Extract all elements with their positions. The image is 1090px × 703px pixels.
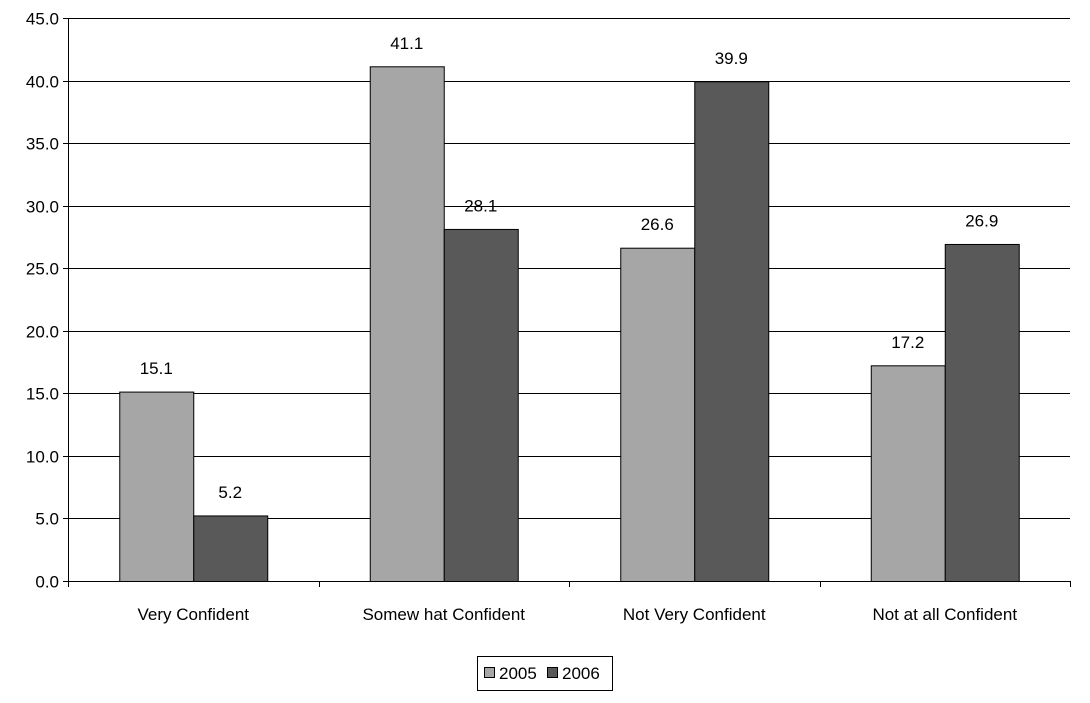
legend-box bbox=[477, 656, 613, 691]
data-label: 26.6 bbox=[641, 215, 674, 234]
y-tick-label: 30.0 bbox=[26, 198, 59, 217]
data-label: 41.1 bbox=[390, 34, 423, 53]
bar-2005-1 bbox=[369, 66, 445, 582]
axes: 0.0 5.0 10.0 15.0 20.0 25.0 30.0 35.0 40.0 45.0 bbox=[26, 10, 1071, 592]
x-category-label: Very Confident bbox=[137, 605, 249, 624]
bar-2006-0 bbox=[193, 515, 269, 582]
y-tick-label: 15.0 bbox=[26, 385, 59, 404]
x-category-label: Not at all Confident bbox=[872, 605, 1017, 624]
legend: 2005 2006 bbox=[477, 656, 613, 691]
y-tick-label: 40.0 bbox=[26, 73, 59, 92]
labels: 15.1 5.2 Very Confident 41.1 28.1 Somew hat C… bbox=[137, 34, 1017, 624]
legend-swatch-2005 bbox=[484, 667, 495, 678]
data-label: 26.9 bbox=[965, 211, 998, 230]
y-tick-label: 25.0 bbox=[26, 260, 59, 279]
data-label: 28.1 bbox=[464, 196, 497, 215]
bar-2005-3 bbox=[870, 365, 946, 583]
bar-2005-0 bbox=[119, 391, 195, 582]
legend-label-2005: 2005 bbox=[499, 664, 537, 683]
y-tick-label: 35.0 bbox=[26, 135, 59, 154]
y-tick-label: 0.0 bbox=[35, 573, 59, 592]
bars bbox=[119, 66, 1020, 583]
x-category-label: Somew hat Confident bbox=[362, 605, 525, 624]
data-label: 17.2 bbox=[891, 333, 924, 352]
y-tick-label: 20.0 bbox=[26, 323, 59, 342]
bar-2005-2 bbox=[620, 247, 696, 582]
y-tick-label: 45.0 bbox=[26, 10, 59, 29]
y-tick-label: 5.0 bbox=[35, 510, 59, 529]
gridlines bbox=[68, 18, 1070, 519]
x-category-label: Not Very Confident bbox=[623, 605, 766, 624]
data-label: 15.1 bbox=[140, 359, 173, 378]
y-tick-label: 10.0 bbox=[26, 448, 59, 467]
data-label: 5.2 bbox=[218, 483, 242, 502]
data-label: 39.9 bbox=[715, 49, 748, 68]
legend-label-2006: 2006 bbox=[562, 664, 600, 683]
bar-2006-1 bbox=[443, 228, 519, 582]
legend-swatch-2006 bbox=[547, 667, 558, 678]
bar-2006-3 bbox=[944, 243, 1020, 582]
bar-2006-2 bbox=[694, 81, 770, 582]
